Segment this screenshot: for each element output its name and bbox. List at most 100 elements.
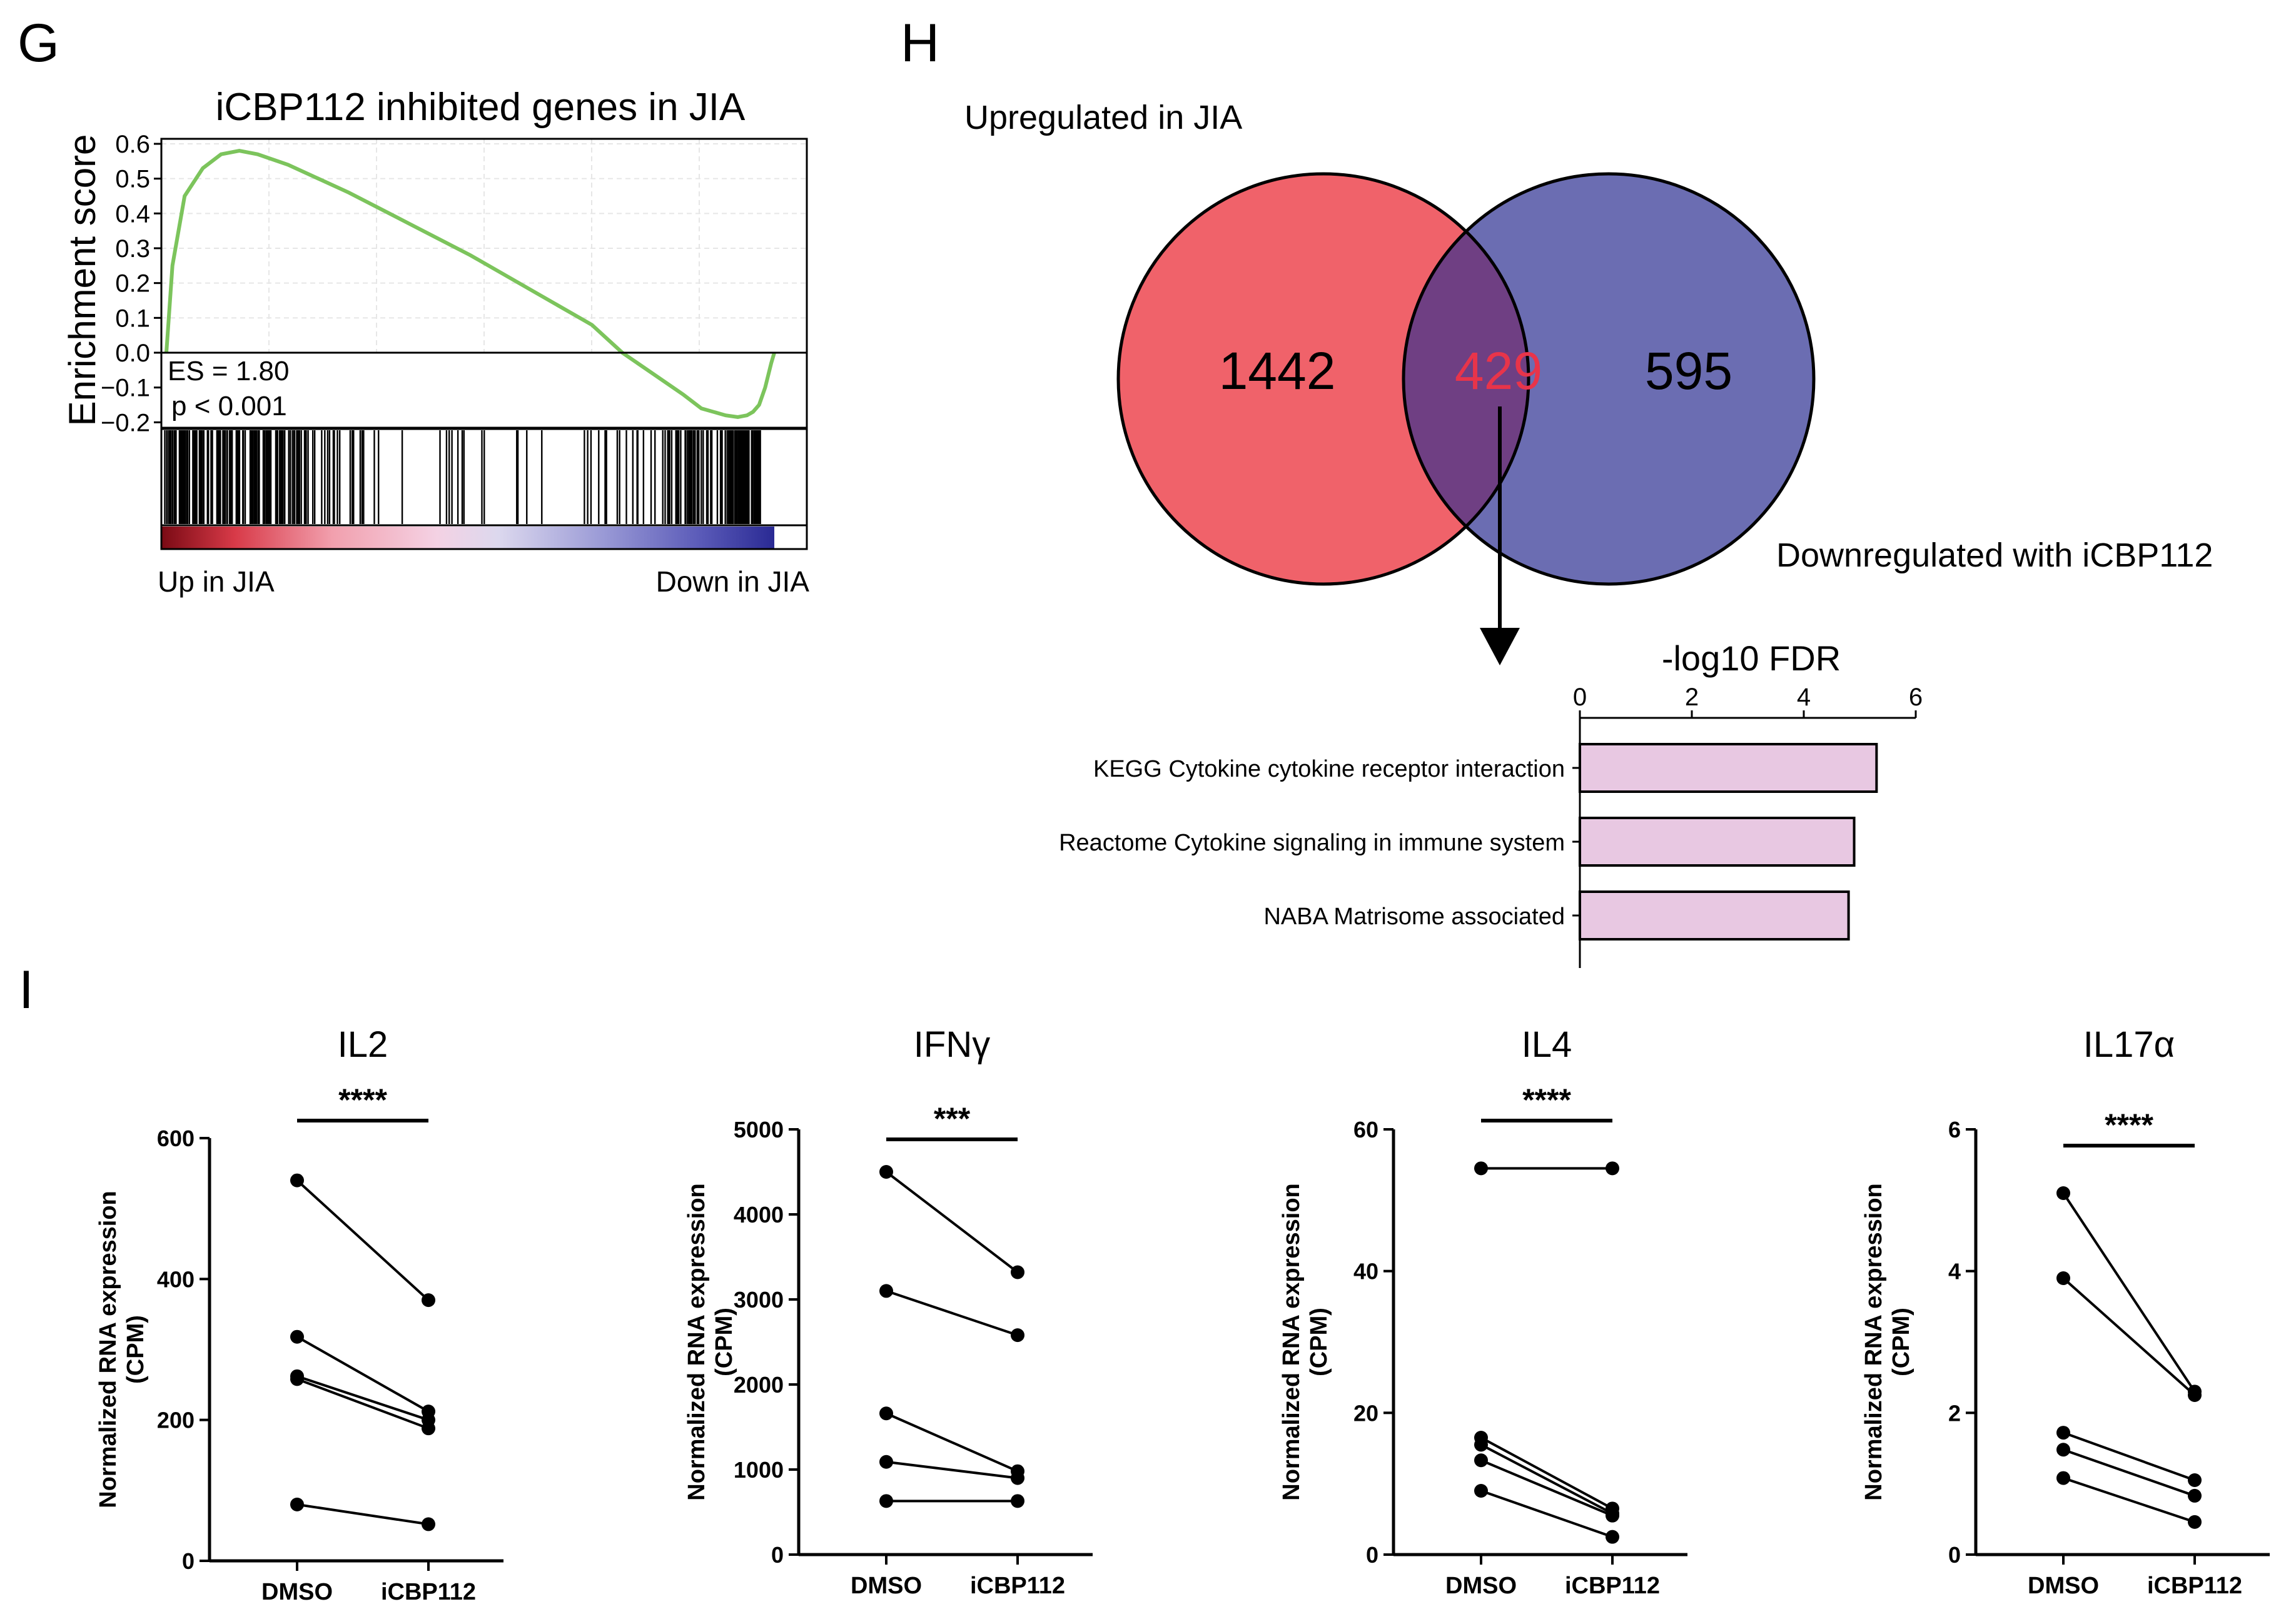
plot-title: IL4 bbox=[1522, 1024, 1572, 1065]
significance-stars: **** bbox=[1522, 1082, 1571, 1117]
plot-ytick-label: 400 bbox=[157, 1266, 195, 1292]
pair-line bbox=[296, 1374, 429, 1421]
pair-line bbox=[2062, 1277, 2196, 1396]
panel-g-letter: G bbox=[18, 13, 59, 73]
icbp112-point bbox=[1011, 1265, 1024, 1279]
plot-ytick-label: 2 bbox=[1948, 1400, 1961, 1426]
panel-h: H Upregulated in JIA 1442 429 595 Downre… bbox=[901, 13, 2213, 968]
gsea-ytick-label: 0.1 bbox=[115, 305, 150, 332]
venn-set-b-label: Downregulated with iCBP112 bbox=[1776, 537, 2213, 574]
plot-y-label-line2: (CPM) bbox=[1888, 1308, 1914, 1376]
pair-line bbox=[2063, 1431, 2195, 1481]
gsea-ytick-label: 0.4 bbox=[115, 200, 150, 228]
icbp112-point bbox=[1011, 1471, 1024, 1485]
icbp112-point bbox=[1606, 1508, 1619, 1523]
plot-xtick-label: DMSO bbox=[2028, 1573, 2099, 1599]
bar-xtick-label: 4 bbox=[1797, 683, 1811, 711]
pair-line bbox=[296, 1503, 429, 1526]
icbp112-point bbox=[1011, 1328, 1024, 1343]
plot-title: IFNγ bbox=[914, 1024, 990, 1065]
plot-ytick-label: 600 bbox=[157, 1126, 195, 1151]
plot-xtick-label: DMSO bbox=[261, 1579, 333, 1605]
pair-line bbox=[2063, 1448, 2195, 1497]
pair-line bbox=[886, 1289, 1018, 1337]
plot-y-label-line2: (CPM) bbox=[123, 1315, 149, 1384]
gsea-stats-frame bbox=[160, 351, 808, 429]
panel-g: G iCBP112 inhibited genes in JIA Enrichm… bbox=[18, 13, 809, 598]
plot-y-label-line1: Normalized RNA expression bbox=[1861, 1183, 1887, 1501]
pair-line bbox=[1480, 1459, 1613, 1517]
plot-y-label-line2: (CPM) bbox=[1306, 1308, 1332, 1376]
plot-y-label: Normalized RNA expression(CPM) bbox=[95, 1191, 149, 1508]
plot-xtick-label: DMSO bbox=[851, 1573, 922, 1599]
gsea-es-text: ES = 1.80 bbox=[168, 356, 289, 386]
dmso-point bbox=[2056, 1186, 2070, 1200]
plot-xtick-label: iCBP112 bbox=[381, 1579, 476, 1605]
bar-xtick-label: 2 bbox=[1685, 683, 1699, 711]
icbp112-point bbox=[1606, 1161, 1619, 1176]
gsea-ytick-label: 0.3 bbox=[115, 235, 150, 263]
venn-overlap-region bbox=[1403, 231, 1529, 527]
bar-xtick-label: 0 bbox=[1573, 683, 1587, 711]
pair-line bbox=[886, 1460, 1018, 1480]
venn-only-b-count: 595 bbox=[1645, 341, 1732, 400]
plot-ytick-label: 2000 bbox=[734, 1372, 784, 1398]
venn-circle-downregulated bbox=[1403, 174, 1814, 584]
pair-line bbox=[1480, 1436, 1613, 1510]
plot-y-label: Normalized RNA expression(CPM) bbox=[1278, 1183, 1332, 1501]
bar-xtick-label: 6 bbox=[1909, 683, 1923, 711]
plot-xtick-label: iCBP112 bbox=[970, 1573, 1065, 1599]
bar-category-label: KEGG Cytokine cytokine receptor interact… bbox=[1093, 756, 1565, 782]
bar-category-label: Reactome Cytokine signaling in immune sy… bbox=[1059, 830, 1565, 856]
dmso-point bbox=[879, 1406, 893, 1421]
plot-ytick-label: 1000 bbox=[734, 1457, 784, 1483]
dmso-point bbox=[290, 1372, 304, 1386]
plot-y-label-line1: Normalized RNA expression bbox=[95, 1191, 121, 1508]
plot-ytick-label: 3000 bbox=[734, 1287, 784, 1313]
gsea-running-score-line bbox=[164, 149, 776, 420]
bar-3 bbox=[1579, 890, 1850, 941]
gsea-ytick-label: 0.2 bbox=[115, 270, 150, 298]
icbp112-point bbox=[422, 1293, 435, 1308]
dmso-point bbox=[2056, 1426, 2070, 1440]
enrichment-bar-title: -log10 FDR bbox=[1662, 638, 1841, 678]
venn-circle-upregulated bbox=[1118, 174, 1529, 584]
plot-ytick-label: 0 bbox=[771, 1542, 784, 1568]
plot-ytick-label: 0 bbox=[182, 1548, 195, 1574]
gsea-p-text: p < 0.001 bbox=[171, 391, 287, 421]
dmso-point bbox=[290, 1173, 304, 1188]
plot-xtick-label: DMSO bbox=[1445, 1573, 1517, 1599]
dmso-point bbox=[1474, 1161, 1488, 1176]
plot-ytick-label: 4000 bbox=[734, 1202, 784, 1228]
plot-xtick-label: iCBP112 bbox=[1565, 1573, 1660, 1599]
venn-circle-downregulated-outline bbox=[1402, 172, 1816, 586]
icbp112-point bbox=[422, 1421, 435, 1436]
icbp112-point bbox=[2188, 1473, 2202, 1487]
plot-ytick-label: 0 bbox=[1366, 1542, 1378, 1568]
bar-1 bbox=[1579, 743, 1878, 793]
dmso-point bbox=[1474, 1484, 1488, 1498]
pair-line bbox=[1480, 1443, 1613, 1515]
cytokine-plot-1: IL2 0 200 400 600 DMSO iCBP112 Normalized RNA e… bbox=[95, 1024, 503, 1605]
bar-2 bbox=[1579, 817, 1856, 867]
plot-y-label: Normalized RNA expression(CPM) bbox=[1861, 1183, 1914, 1501]
plot-ytick-label: 5000 bbox=[734, 1117, 784, 1142]
icbp112-point bbox=[1011, 1494, 1024, 1508]
dmso-point bbox=[1474, 1438, 1488, 1452]
gsea-left-label: Up in JIA bbox=[158, 565, 275, 598]
significance-stars: *** bbox=[934, 1101, 971, 1136]
dmso-point bbox=[879, 1494, 893, 1508]
cytokine-plot-3: IL4 0 20 40 60 DMSO iCBP112 Normalized RNA expr… bbox=[1278, 1024, 1687, 1599]
plot-ytick-label: 200 bbox=[157, 1408, 195, 1433]
plot-y-label: Normalized RNA expression(CPM) bbox=[684, 1183, 737, 1501]
pair-line bbox=[1480, 1490, 1613, 1538]
plot-ytick-label: 6 bbox=[1948, 1117, 1961, 1142]
gsea-gridlines bbox=[161, 139, 807, 353]
pair-line bbox=[886, 1412, 1018, 1473]
gsea-ytick-label: 0.5 bbox=[115, 166, 150, 193]
pair-line bbox=[885, 1171, 1019, 1274]
gsea-title: iCBP112 inhibited genes in JIA bbox=[216, 86, 746, 129]
panel-h-letter: H bbox=[901, 13, 939, 73]
